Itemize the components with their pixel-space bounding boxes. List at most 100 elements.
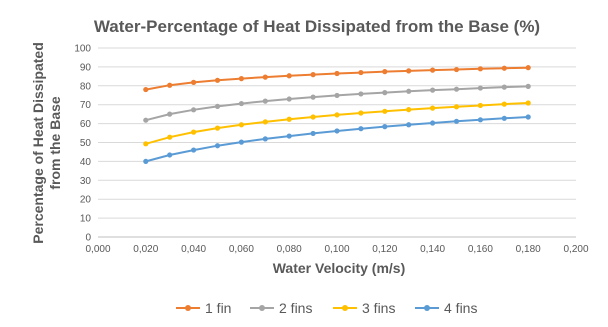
data-point-1-fin: [525, 65, 531, 71]
data-point-3-fins: [501, 101, 507, 107]
data-point-2-fins: [430, 87, 436, 93]
data-point-4-fins: [143, 158, 149, 164]
legend-item-4-fins: 4 fins: [415, 300, 477, 316]
data-point-4-fins: [453, 118, 460, 124]
y-axis-title-line-2: from the Base: [47, 96, 63, 190]
data-point-4-fins: [406, 122, 412, 128]
data-point-3-fins: [191, 129, 197, 135]
data-point-2-fins: [334, 92, 340, 99]
data-point-2-fins: [286, 96, 292, 102]
legend-label: 2 fins: [279, 300, 312, 316]
y-tick-label: 60: [80, 119, 92, 130]
x-tick-label: 0,200: [563, 244, 588, 255]
data-point-3-fins: [238, 122, 244, 128]
data-point-4-fins: [238, 139, 244, 145]
data-point-4-fins: [501, 115, 507, 121]
data-point-3-fins: [143, 141, 149, 147]
data-point-3-fins: [262, 119, 268, 125]
x-tick-label: 0,160: [468, 244, 493, 255]
data-point-2-fins: [525, 83, 531, 89]
data-point-3-fins: [430, 105, 436, 111]
data-point-1-fin: [214, 77, 221, 83]
y-tick-label: 10: [80, 214, 92, 225]
y-tick-label: 100: [74, 44, 91, 55]
data-point-3-fins: [453, 104, 460, 110]
y-tick-label: 20: [80, 195, 92, 206]
series-3-fins: [143, 100, 531, 147]
x-tick-label: 0,120: [372, 244, 397, 255]
legend-label: 3 fins: [362, 300, 395, 316]
data-point-1-fin: [501, 65, 507, 71]
data-point-3-fins: [525, 100, 531, 106]
data-point-4-fins: [286, 133, 292, 139]
data-point-1-fin: [262, 74, 268, 80]
data-point-3-fins: [406, 107, 412, 113]
data-point-1-fin: [358, 69, 364, 76]
data-point-4-fins: [167, 152, 173, 158]
series-layer: [143, 65, 531, 164]
data-point-2-fins: [310, 94, 316, 100]
data-point-2-fins: [191, 107, 197, 113]
data-point-4-fins: [525, 114, 531, 120]
legend-swatch-marker: [342, 305, 348, 311]
data-point-2-fins: [143, 117, 149, 123]
data-point-1-fin: [453, 66, 460, 73]
data-point-1-fin: [382, 69, 388, 75]
data-point-2-fins: [477, 85, 483, 91]
legend-swatch-marker: [259, 305, 265, 311]
gridlines: [98, 47, 576, 238]
chart-title: Water-Percentage of Heat Dissipated from…: [94, 17, 540, 36]
x-tick-label: 0,180: [516, 244, 541, 255]
data-point-1-fin: [477, 66, 483, 72]
y-tick-label: 30: [80, 176, 92, 187]
y-axis-tick-labels: 0 10 20 30 40 50 60 70 80 90 100: [74, 44, 91, 244]
data-point-1-fin: [310, 72, 316, 78]
y-tick-label: 40: [80, 157, 92, 168]
data-point-4-fins: [430, 120, 436, 126]
y-tick-label: 50: [80, 138, 92, 149]
y-tick-label: 90: [80, 62, 92, 73]
data-point-1-fin: [238, 76, 244, 82]
data-point-1-fin: [334, 70, 340, 77]
data-point-4-fins: [477, 117, 483, 123]
data-point-1-fin: [191, 79, 197, 85]
data-point-2-fins: [382, 90, 388, 96]
data-point-1-fin: [406, 68, 412, 74]
x-tick-label: 0,000: [85, 244, 110, 255]
x-tick-label: 0,080: [277, 244, 302, 255]
data-point-3-fins: [214, 125, 221, 131]
data-point-2-fins: [358, 91, 364, 97]
data-point-2-fins: [262, 98, 268, 104]
data-point-2-fins: [406, 88, 412, 94]
data-point-4-fins: [334, 128, 340, 134]
data-point-4-fins: [382, 124, 388, 130]
x-axis-tick-labels: 0,000 0,020 0,040 0,060 0,080 0,100 0,120 0,140…: [85, 244, 588, 255]
legend-swatch-marker: [185, 305, 191, 311]
data-point-2-fins: [238, 100, 244, 107]
data-point-2-fins: [501, 84, 507, 90]
data-point-3-fins: [358, 110, 364, 116]
y-axis-title: Percentage of Heat Dissipated from the B…: [30, 42, 63, 244]
data-point-3-fins: [382, 108, 388, 114]
data-point-1-fin: [430, 67, 436, 73]
data-point-3-fins: [477, 102, 483, 109]
data-point-2-fins: [167, 111, 173, 117]
x-tick-label: 0,140: [420, 244, 445, 255]
x-tick-label: 0,040: [181, 244, 206, 255]
series-4-fins: [143, 114, 531, 164]
x-tick-label: 0,020: [133, 244, 158, 255]
data-point-4-fins: [214, 143, 221, 149]
legend-item-1-fin: 1 fin: [176, 300, 231, 316]
series-2-fins: [143, 83, 531, 123]
data-point-2-fins: [453, 86, 460, 92]
data-point-3-fins: [334, 112, 340, 118]
y-tick-label: 70: [80, 100, 92, 111]
x-tick-label: 0,060: [229, 244, 254, 255]
x-tick-label: 0,100: [324, 244, 349, 255]
legend-label: 1 fin: [205, 300, 231, 316]
legend-label: 4 fins: [444, 300, 477, 316]
legend: 1 fin 2 fins 3 fins 4 fins: [176, 300, 477, 316]
data-point-1-fin: [286, 73, 292, 79]
